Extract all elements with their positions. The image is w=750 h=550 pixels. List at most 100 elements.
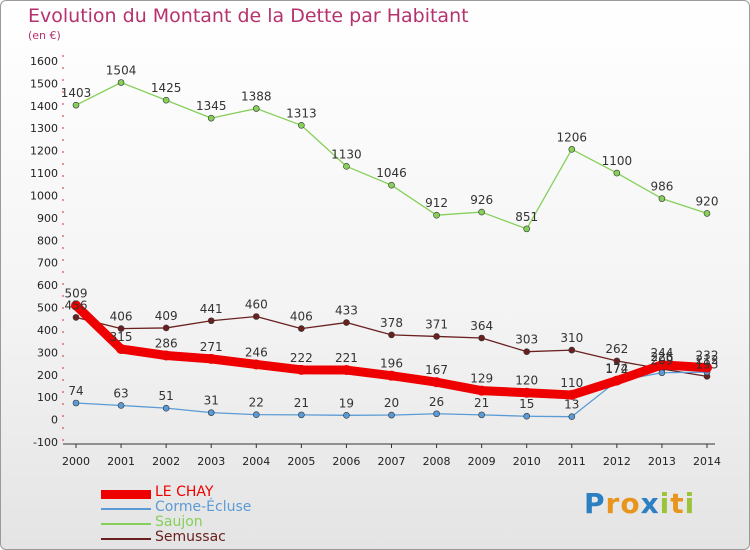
data-point [161,350,172,361]
data-point [207,114,215,122]
data-point [117,402,125,409]
data-point [478,411,485,419]
data-label: 196 [380,357,403,371]
data-label: 926 [470,193,493,207]
data-point [206,353,217,364]
x-tick-label: 2001 [107,455,135,468]
data-label: 232 [696,349,719,363]
data-label: 193 [696,357,719,371]
data-point [162,96,170,104]
data-label: 912 [425,196,448,210]
legend-label: Corme-Écluse [155,499,252,515]
data-label: 51 [159,389,174,403]
chart-subtitle: (en €) [28,29,61,42]
logo-letter: P [584,487,606,520]
data-point [207,409,215,416]
data-point [568,146,576,153]
data-label: 1403 [61,86,92,100]
data-label: 1130 [331,147,362,161]
x-tick-label: 2012 [603,455,631,468]
data-label: 460 [245,297,268,311]
y-tick-label: 1600 [30,55,58,68]
data-label: 21 [294,396,309,410]
data-label: 63 [113,386,128,400]
data-label: 15 [519,397,534,411]
logo-letter: o [620,487,641,520]
data-label: 406 [290,310,313,324]
data-point [568,346,576,354]
data-label: 371 [425,317,448,331]
data-point [343,163,350,170]
data-label: 409 [155,309,178,323]
data-label: 209 [650,354,673,368]
data-point [386,370,397,381]
data-point [343,319,350,326]
data-label: 441 [200,302,223,316]
data-label: 433 [335,304,358,318]
data-label: 20 [384,396,399,410]
data-label: 246 [245,345,268,359]
data-point [433,333,440,340]
x-tick-label: 2011 [558,455,586,468]
data-point [656,359,667,370]
data-point [523,348,531,355]
data-label: 21 [474,396,489,410]
data-point [433,410,440,418]
data-label: 129 [470,372,493,386]
y-tick-label: -100 [33,436,58,449]
data-label: 13 [564,398,579,412]
data-point [703,210,711,217]
y-tick-label: 1500 [30,77,58,90]
data-point [566,389,577,400]
data-label: 212 [696,353,719,367]
data-label: 22 [249,396,264,410]
data-label: 310 [560,331,583,345]
data-label: 222 [290,351,313,365]
data-label: 167 [425,363,448,377]
data-label: 286 [155,336,178,350]
data-point [117,325,125,332]
data-label: 1206 [557,130,588,144]
data-label: 271 [200,340,223,354]
data-point [162,404,170,412]
data-label: 74 [68,384,83,398]
x-tick-label: 2009 [468,455,496,468]
data-point [431,377,442,388]
y-tick-label: 600 [37,279,58,292]
data-label: 920 [696,194,719,208]
data-point [478,334,485,342]
logo-letter: t [670,487,685,520]
data-point [298,411,305,419]
x-tick-label: 2014 [693,455,721,468]
y-tick-label: 200 [37,369,58,382]
y-tick-label: 500 [37,302,58,315]
y-tick-label: 900 [37,212,58,225]
data-label: 262 [605,342,628,356]
data-label: 456 [65,298,88,312]
data-point [296,364,307,375]
data-point [613,169,621,177]
data-point [433,211,440,219]
data-point [251,359,262,370]
data-label: 110 [560,376,583,390]
data-label: 172 [605,362,628,376]
data-point [568,413,576,420]
data-label: 1425 [151,81,182,95]
data-point [658,195,666,202]
x-tick-label: 2002 [152,455,180,468]
data-label: 1046 [376,166,407,180]
data-point [341,365,352,376]
x-tick-label: 2006 [332,455,360,468]
x-tick-label: 2000 [62,455,90,468]
legend-label: LE CHAY [155,484,214,500]
data-label: 31 [204,394,219,408]
y-tick-label: 1400 [30,100,58,113]
data-label: 315 [110,330,133,344]
data-point [252,105,260,112]
logo-letter: i [684,487,696,520]
legend-swatch [101,490,151,499]
data-point [252,411,260,418]
data-label: 1100 [602,154,633,168]
logo-letter: r [605,487,621,520]
